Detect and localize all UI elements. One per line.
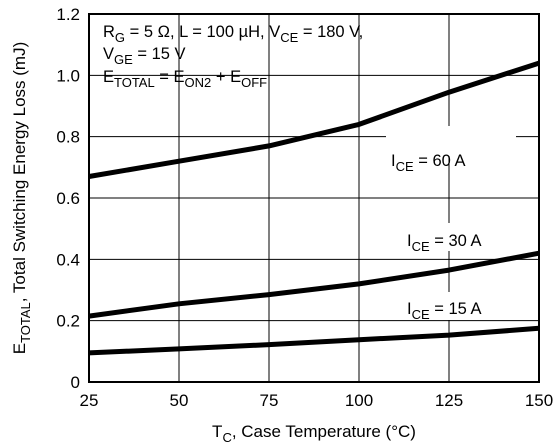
y-tick-label: 0.8	[56, 128, 80, 147]
series-label-30a: ICE​ = 30 A	[407, 232, 482, 254]
series-label-background	[402, 223, 517, 251]
y-tick-label: 1.0	[56, 66, 80, 85]
series-line	[88, 325, 540, 356]
y-tick-labels: 0 0.2 0.4 0.6 0.8 1.0 1.2	[56, 5, 80, 392]
x-axis-label: TC​, Case Temperature (°C)	[212, 422, 416, 445]
x-tick-label: 75	[260, 391, 279, 410]
series-line	[88, 250, 540, 319]
x-tick-label: 125	[435, 391, 463, 410]
series-label-15a: ICE​ = 15 A	[407, 300, 482, 322]
y-tick-label: 1.2	[56, 5, 80, 24]
x-tick-label: 100	[345, 391, 373, 410]
series-label-background	[402, 292, 514, 320]
y-tick-label: 0.6	[56, 189, 80, 208]
grid	[89, 14, 539, 382]
x-tick-labels: 25 50 75 100 125 150	[80, 391, 554, 410]
y-tick-label: 0	[71, 373, 80, 392]
series-group	[88, 60, 540, 356]
annotation-formula: ETOTAL​ = EON2​ + EOFF​	[103, 68, 267, 90]
x-tick-label: 25	[80, 391, 99, 410]
y-axis-label: ETOTAL​, Total Switching Energy Loss (mJ…	[10, 42, 33, 355]
series-label-background	[386, 126, 516, 156]
series-line	[88, 60, 540, 179]
series-label-60a: ICE​ = 60 A	[391, 152, 466, 174]
plot-frame	[88, 13, 540, 383]
annotation-conditions-line1: RG​ = 5 Ω, L = 100 µH, VCE​ = 180 V,	[103, 23, 363, 45]
annotation-conditions-line2: VGE​ = 15 V	[103, 45, 186, 67]
x-tick-label: 150	[525, 391, 553, 410]
y-tick-label: 0.2	[56, 312, 80, 331]
y-tick-label: 0.4	[56, 250, 80, 269]
x-tick-label: 50	[170, 391, 189, 410]
